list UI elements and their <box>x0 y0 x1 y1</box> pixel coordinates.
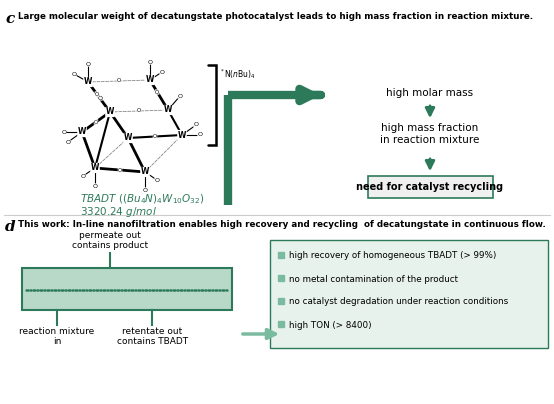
Text: O: O <box>117 78 121 84</box>
Text: need for catalyst recycling: need for catalyst recycling <box>356 182 504 192</box>
Text: O: O <box>85 61 90 67</box>
Text: W: W <box>178 130 186 139</box>
Text: O: O <box>65 139 70 145</box>
Bar <box>278 321 284 327</box>
Text: W: W <box>141 168 149 177</box>
Text: O: O <box>94 120 98 124</box>
Text: W: W <box>78 128 86 137</box>
Text: $\mathit{3320.24\ g/mol}$: $\mathit{3320.24\ g/mol}$ <box>80 205 157 219</box>
Text: high molar mass: high molar mass <box>387 88 474 98</box>
Text: O: O <box>147 59 152 65</box>
Text: O: O <box>197 133 203 137</box>
Text: recycled to
photomicroreactor: recycled to photomicroreactor <box>286 310 377 332</box>
Text: O: O <box>193 122 198 128</box>
Text: retentate out
contains TBADT: retentate out contains TBADT <box>117 327 188 346</box>
Text: high mass fraction
in reaction mixture: high mass fraction in reaction mixture <box>380 123 480 145</box>
Text: O: O <box>142 187 147 192</box>
Text: d: d <box>5 220 16 234</box>
Bar <box>22 268 232 310</box>
Text: W: W <box>124 133 132 143</box>
Text: $^*$N($n$Bu)$_4$: $^*$N($n$Bu)$_4$ <box>219 67 256 81</box>
Text: O: O <box>80 173 85 179</box>
Text: O: O <box>177 93 182 99</box>
Text: W: W <box>84 78 92 86</box>
Text: high TON (> 8400): high TON (> 8400) <box>289 320 372 330</box>
Text: $\mathit{TBADT\ ((Bu_4N)_4W_{10}O_{32})}$: $\mathit{TBADT\ ((Bu_4N)_4W_{10}O_{32})}… <box>80 192 204 206</box>
Bar <box>270 240 548 348</box>
Bar <box>367 176 493 198</box>
Text: high recovery of homogeneous TBADT (> 99%): high recovery of homogeneous TBADT (> 99… <box>289 252 496 261</box>
Text: Large molecular weight of decatungstate photocatalyst leads to high mass fractio: Large molecular weight of decatungstate … <box>18 12 533 21</box>
Text: W: W <box>106 107 114 116</box>
Text: W: W <box>146 76 154 84</box>
Text: O: O <box>155 90 160 95</box>
Bar <box>278 275 284 281</box>
Bar <box>278 252 284 258</box>
Text: permeate out
contains product: permeate out contains product <box>72 231 148 250</box>
Text: O: O <box>98 95 102 101</box>
Text: O: O <box>93 183 98 189</box>
Text: O: O <box>137 109 141 114</box>
Text: O: O <box>118 168 122 173</box>
Text: reaction mixture
in: reaction mixture in <box>19 327 95 346</box>
Text: no metal contamination of the product: no metal contamination of the product <box>289 274 458 284</box>
Text: O: O <box>153 134 157 139</box>
Text: W: W <box>164 105 172 114</box>
Text: c: c <box>5 12 14 26</box>
Text: O: O <box>160 69 165 74</box>
Text: W: W <box>91 164 99 173</box>
Text: O: O <box>95 91 99 97</box>
Text: O: O <box>71 72 76 76</box>
Text: no catalyst degradation under reaction conditions: no catalyst degradation under reaction c… <box>289 297 508 307</box>
Text: This work: In-line nanofiltration enables high recovery and recycling  of decatu: This work: In-line nanofiltration enable… <box>18 220 546 229</box>
Text: O: O <box>155 177 160 183</box>
Text: O: O <box>61 130 66 135</box>
Bar <box>278 298 284 304</box>
